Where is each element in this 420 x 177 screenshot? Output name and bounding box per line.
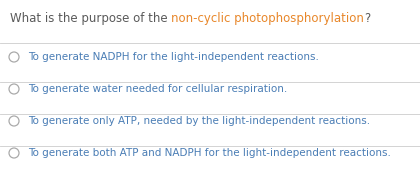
Text: To generate both ATP and NADPH for the light-independent reactions.: To generate both ATP and NADPH for the l… — [28, 148, 391, 158]
Text: What is the purpose of the: What is the purpose of the — [10, 12, 171, 25]
Text: To generate water needed for cellular respiration.: To generate water needed for cellular re… — [28, 84, 287, 94]
Text: non-cyclic photophosphorylation: non-cyclic photophosphorylation — [171, 12, 364, 25]
Text: ?: ? — [364, 12, 370, 25]
Text: To generate only ATP, needed by the light-independent reactions.: To generate only ATP, needed by the ligh… — [28, 116, 370, 126]
Text: To generate NADPH for the light-independent reactions.: To generate NADPH for the light-independ… — [28, 52, 319, 62]
